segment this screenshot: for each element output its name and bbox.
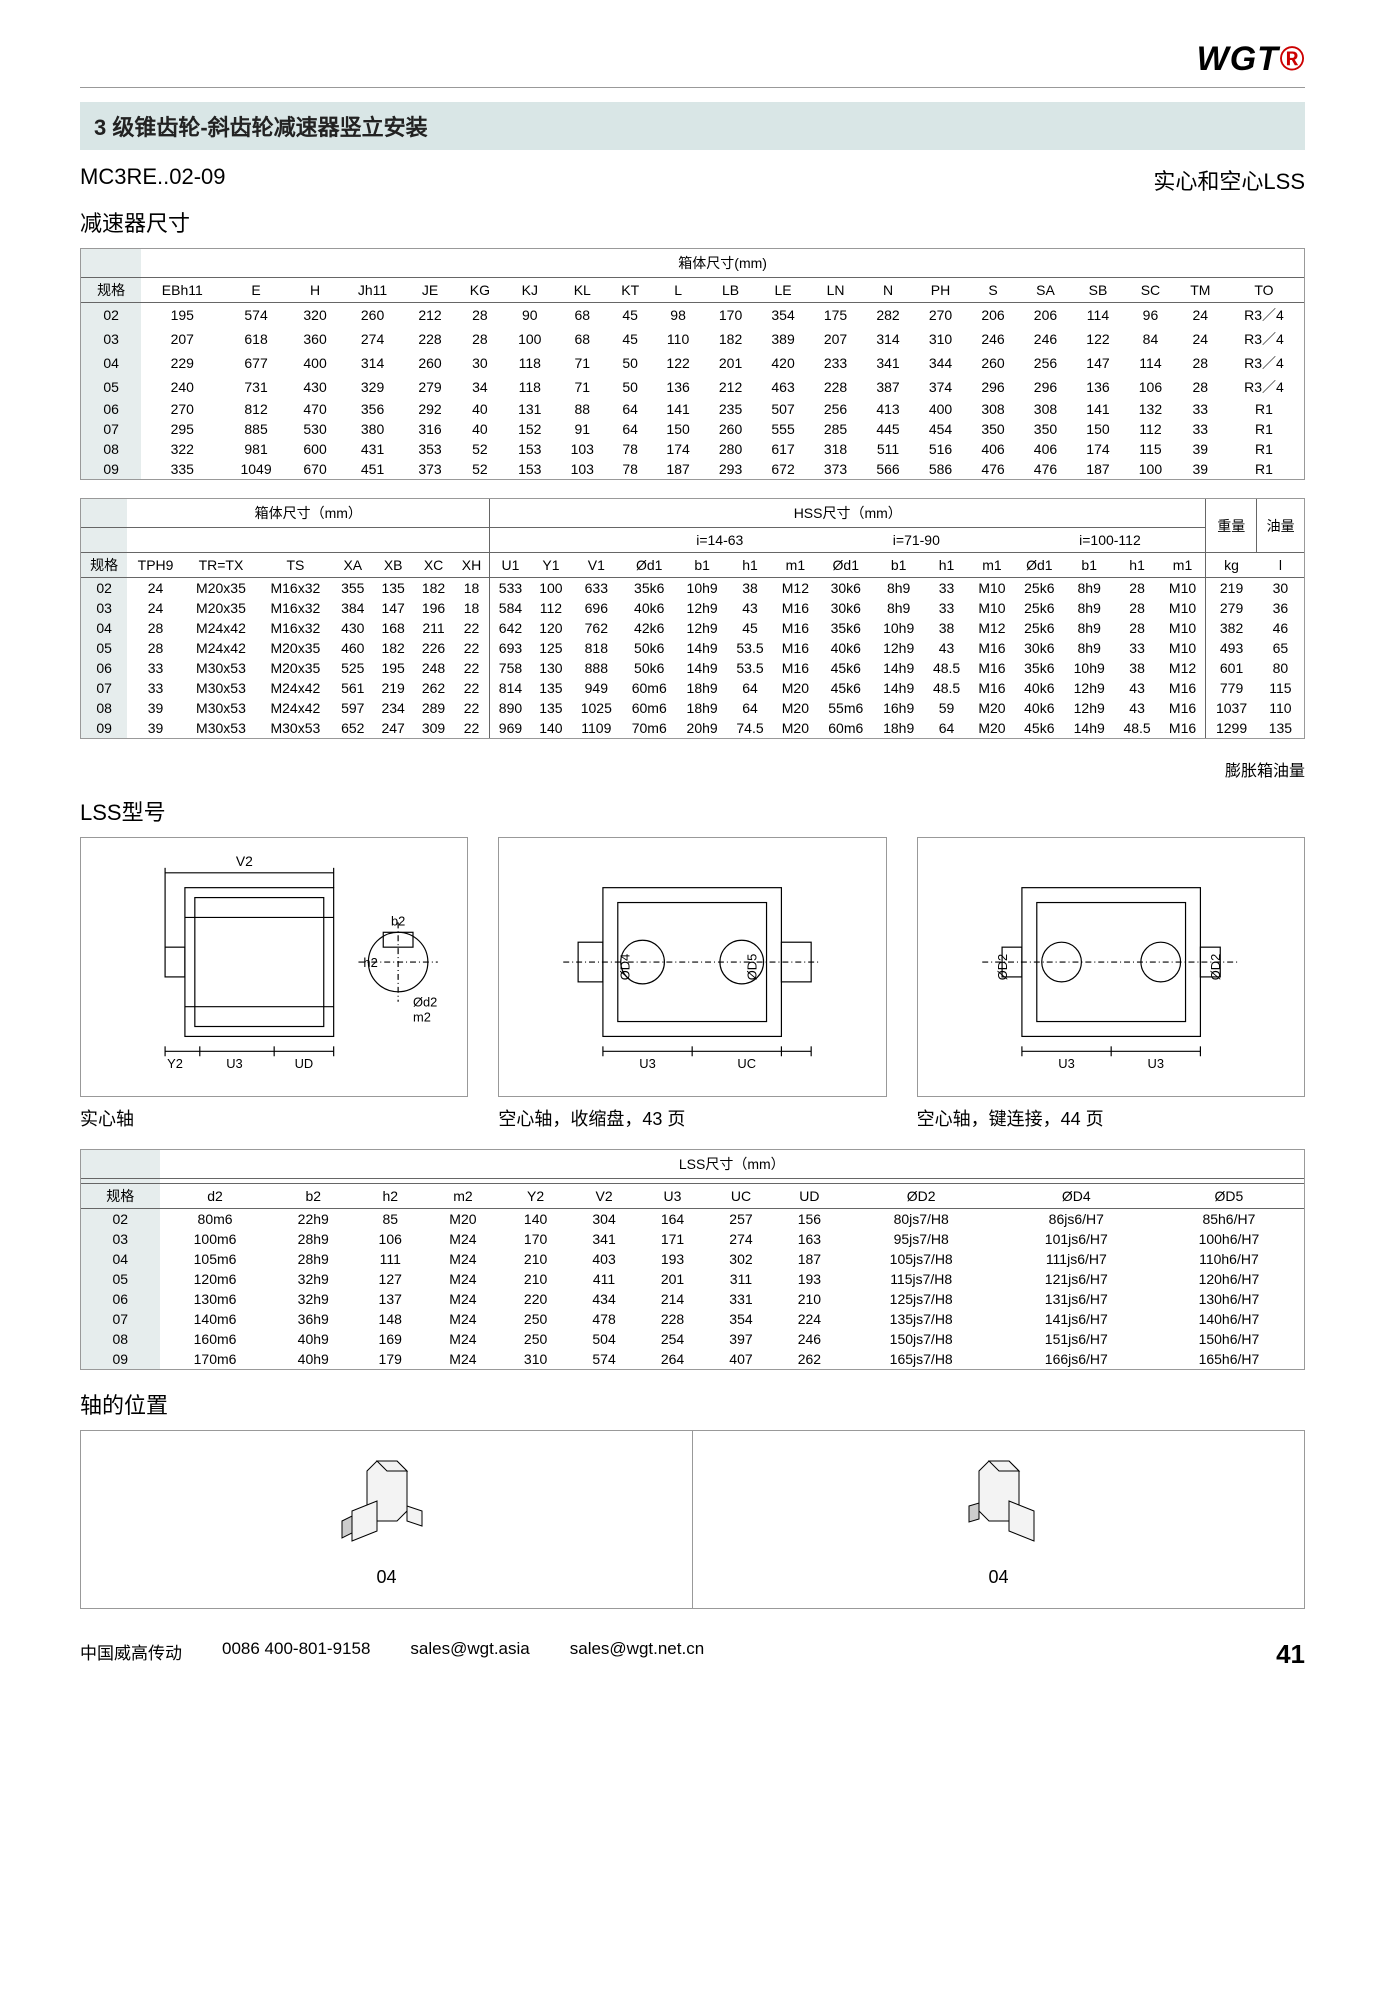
shaft-number: 04	[988, 1567, 1008, 1588]
diagram-row: V2 b2 h2 Ød2 m2 Y2 U3 UD 实心轴	[80, 837, 1305, 1131]
table-row: 05120m632h9127M24210411201311193115js7/H…	[81, 1269, 1304, 1289]
lss-dimension-table: LSS尺寸（mm）规格d2b2h2m2Y2V2U3UCUDØD2ØD4ØD502…	[80, 1149, 1305, 1370]
table-row: 0933510496704513735215310378187293672373…	[81, 459, 1304, 479]
table-row: 0428M24x42M16x324301682112264212076242k6…	[81, 618, 1304, 638]
svg-text:U3: U3	[226, 1056, 242, 1071]
table-row: 0422967740031426030118715012220142023334…	[81, 351, 1304, 375]
table-row: 0324M20x35M16x323841471961858411269640k6…	[81, 598, 1304, 618]
table-row: 0832298160043135352153103781742806173185…	[81, 439, 1304, 459]
table-row: 04105m628h9111M24210403193302187105js7/H…	[81, 1249, 1304, 1269]
table-row: 0224M20x35M16x323551351821853310063335k6…	[81, 578, 1304, 599]
model-code: MC3RE..02-09	[80, 164, 226, 196]
diagram1-caption: 实心轴	[80, 1105, 468, 1131]
svg-text:h2: h2	[363, 955, 377, 970]
table-row: 0633M30x53M20x355251952482275813088850k6…	[81, 658, 1304, 678]
oil-note: 膨胀箱油量	[80, 757, 1305, 781]
shaft-iso-right	[939, 1451, 1059, 1561]
table-row: 0280m622h985M2014030416425715680js7/H886…	[81, 1209, 1304, 1230]
right-label: 实心和空心LSS	[1153, 164, 1305, 196]
solid-shaft-diagram: V2 b2 h2 Ød2 m2 Y2 U3 UD	[80, 837, 468, 1097]
svg-text:Ød2: Ød2	[413, 995, 437, 1010]
box-dimension-table: 箱体尺寸(mm)规格EBh11EHJh11JEKGKJKLKTLLBLELNNP…	[80, 248, 1305, 480]
footer-company: 中国威高传动	[80, 1639, 182, 1670]
svg-text:ØD2: ØD2	[995, 954, 1010, 980]
svg-text:U3: U3	[640, 1056, 656, 1071]
svg-text:U3: U3	[1058, 1056, 1074, 1071]
diagram2-caption: 空心轴，收缩盘，43 页	[498, 1105, 886, 1131]
table-row: 0320761836027422828100684511018238920731…	[81, 327, 1304, 351]
table-row: 03100m628h9106M2417034117127416395js7/H8…	[81, 1229, 1304, 1249]
svg-text:Y2: Y2	[167, 1056, 183, 1071]
shaft-section-title: 轴的位置	[80, 1388, 1305, 1420]
svg-text:ØD5: ØD5	[745, 954, 760, 980]
table-row: 08160m640h9169M24250504254397246150js7/H…	[81, 1329, 1304, 1349]
sub-title: 减速器尺寸	[80, 206, 1305, 238]
svg-text:m2: m2	[413, 1010, 431, 1025]
shaft-position-row: 04 04	[80, 1430, 1305, 1609]
svg-text:V2: V2	[236, 853, 253, 869]
diagram3-caption: 空心轴，键连接，44 页	[917, 1105, 1305, 1131]
footer-phone: 0086 400-801-9158	[222, 1639, 370, 1670]
table-row: 0528M24x42M20x354601822262269312581850k6…	[81, 638, 1304, 658]
table-row: 0839M30x53M24x4259723428922890135102560m…	[81, 698, 1304, 718]
hss-dimension-table: 箱体尺寸（mm）HSS尺寸（mm）重量油量i=14-63i=71-90i=100…	[80, 498, 1305, 739]
lss-section-title: LSS型号	[80, 795, 1305, 827]
table-row: 06130m632h9137M24220434214331210125js7/H…	[81, 1289, 1304, 1309]
logo: WGT®	[80, 40, 1305, 88]
svg-text:ØD2: ØD2	[1208, 954, 1223, 980]
shaft-number: 04	[376, 1567, 396, 1588]
footer-email: sales@wgt.asia	[410, 1639, 529, 1670]
page-number: 41	[1276, 1639, 1305, 1670]
hollow-shrink-diagram: ØD4 ØD5 U3 UC	[498, 837, 886, 1097]
table-row: 09170m640h9179M24310574264407262165js7/H…	[81, 1349, 1304, 1369]
svg-text:ØD4: ØD4	[618, 954, 633, 980]
hollow-key-diagram: ØD2 ØD2 U3 U3	[917, 837, 1305, 1097]
footer-email: sales@wgt.net.cn	[570, 1639, 704, 1670]
table-row: 0627081247035629240131886414123550725641…	[81, 399, 1304, 419]
svg-text:U3: U3	[1147, 1056, 1163, 1071]
shaft-iso-left	[327, 1451, 447, 1561]
svg-text:UD: UD	[295, 1056, 314, 1071]
table-row: 0524073143032927934118715013621246322838…	[81, 375, 1304, 399]
svg-text:UC: UC	[738, 1056, 757, 1071]
page-title: 3 级锥齿轮-斜齿轮减速器竖立安装	[80, 102, 1305, 150]
svg-text:b2: b2	[391, 913, 405, 928]
page-footer: 中国威高传动 0086 400-801-9158 sales@wgt.asia …	[80, 1639, 1305, 1670]
table-row: 0729588553038031640152916415026055528544…	[81, 419, 1304, 439]
table-row: 0733M30x53M24x425612192622281413594960m6…	[81, 678, 1304, 698]
table-row: 07140m636h9148M24250478228354224135js7/H…	[81, 1309, 1304, 1329]
table-row: 0219557432026021228906845981703541752822…	[81, 303, 1304, 328]
table-row: 0939M30x53M30x5365224730922969140110970m…	[81, 718, 1304, 738]
